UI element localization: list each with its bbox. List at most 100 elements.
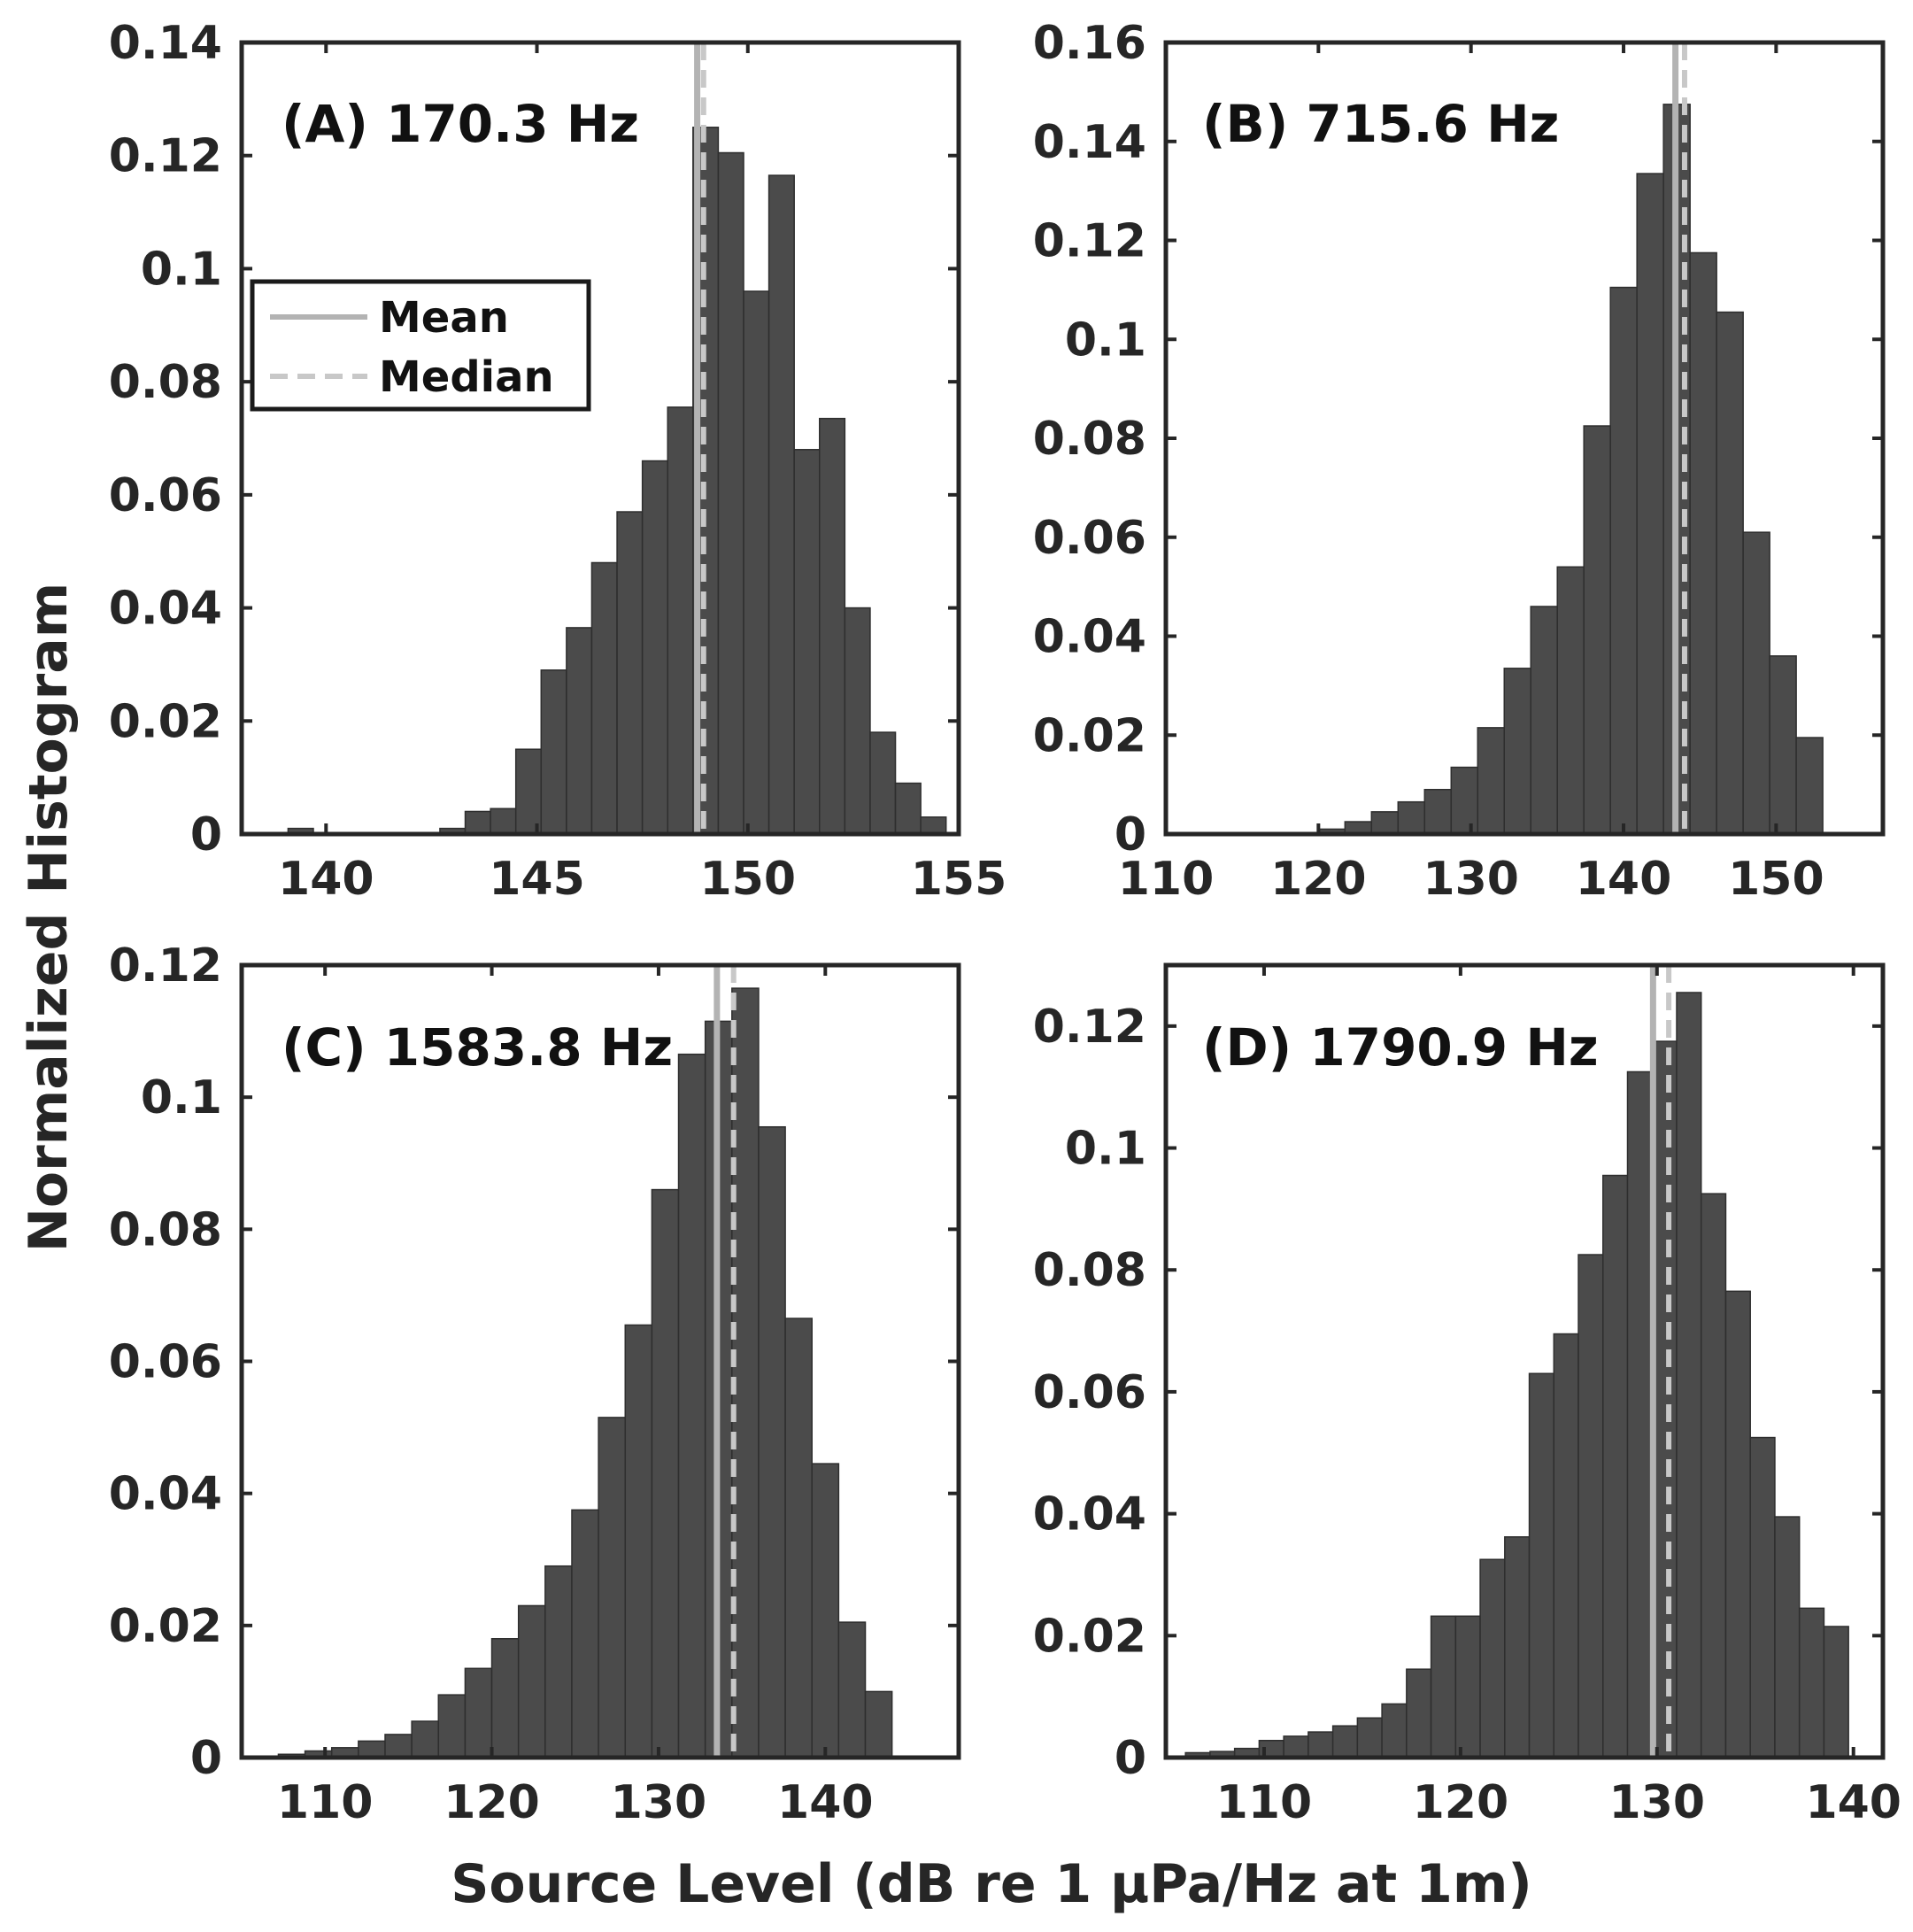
panel-b-bar (1583, 425, 1611, 835)
panel-a-axes-frame (239, 40, 961, 837)
panel-b-bar (1477, 727, 1506, 835)
panel-c-x-tick-label: 130 (611, 1776, 707, 1829)
panel-a-bar (920, 816, 947, 835)
panel-d-bar (1749, 1436, 1776, 1758)
panel-b-y-tick-label: 0.04 (1033, 611, 1146, 664)
panel-a-title: (A) 170.3 Hz (282, 94, 639, 154)
panel-b-bar (1689, 251, 1717, 835)
panel-d-x-tick-label: 140 (1805, 1776, 1901, 1829)
panel-c-bar (517, 1604, 546, 1758)
panel-a-y-tick-label: 0.12 (109, 130, 222, 183)
panel-c-x-ticks: 110 120 130 140 (277, 965, 874, 1829)
panel-a-bar (869, 731, 897, 835)
panel-b-y-tick-label: 0.06 (1033, 512, 1146, 565)
panel-d-bar (1356, 1717, 1383, 1758)
panel-a-bar (616, 511, 644, 835)
panel-d-bar (1331, 1725, 1359, 1758)
panel-b-bar (1503, 668, 1531, 835)
panel-b-y-tick-label: 0.14 (1033, 116, 1146, 169)
legend-mean-label: Mean (379, 293, 509, 343)
panel-d-y-tick-label: 0.08 (1033, 1244, 1146, 1297)
panel-d-bar (1602, 1174, 1629, 1758)
panel-d: 110 120 130 140 0 0.02 0.04 0.06 0.08 0.1 0.12 (D… (1033, 962, 1901, 1829)
panel-c-x-tick-label: 120 (444, 1776, 540, 1829)
panel-c-title: (C) 1583.8 Hz (282, 1017, 673, 1078)
panel-d-bar (1553, 1333, 1579, 1758)
panel-c-bar (464, 1667, 493, 1758)
panel-d-bar (1676, 992, 1702, 1758)
panel-c-bar (490, 1638, 520, 1758)
panel-c-y-ticks: 0 0.02 0.04 0.06 0.08 0.1 0.12 (109, 939, 959, 1785)
panel-c-y-tick-label: 0.02 (109, 1600, 222, 1653)
panel-c: 110 120 130 140 0 0.02 0.04 0.06 0.08 0.1 0.12 (C… (109, 939, 961, 1829)
legend-box (250, 279, 591, 412)
panel-b-stat-lines (1672, 43, 1687, 834)
panel-c-bar (571, 1509, 599, 1758)
panel-a-y-tick-label: 0.14 (109, 17, 222, 70)
panel-d-x-tick-label: 110 (1216, 1776, 1313, 1829)
panel-c-y-tick-label: 0.12 (109, 939, 222, 993)
panel-b-bar (1370, 811, 1400, 835)
panel-d-bar (1823, 1626, 1849, 1758)
panel-a-y-tick-label: 0.08 (109, 356, 222, 409)
panel-d-bar (1283, 1735, 1309, 1758)
panel-a-bars (287, 127, 947, 835)
panel-a-y-tick-label: 0 (190, 808, 222, 862)
panel-c-y-tick-label: 0 (190, 1732, 222, 1785)
panel-b-bar (1609, 286, 1638, 835)
panel-c-bar (677, 1053, 706, 1758)
panel-d-bar (1528, 1372, 1555, 1758)
panel-d-stat-lines (1649, 965, 1672, 1758)
panel-b: 110 120 130 140 150 0 0.02 0.04 0.06 0.08 0.1 0.12… (1033, 17, 1886, 906)
panel-d-bar (1724, 1290, 1751, 1758)
panel-a-y-tick-label: 0.1 (141, 243, 222, 296)
panel-a-bar (743, 290, 770, 835)
panel-b-y-tick-label: 0.12 (1033, 215, 1146, 268)
panel-c-bar (864, 1690, 893, 1758)
panel-a-bar (844, 607, 871, 835)
panel-b-bar (1450, 766, 1479, 835)
panel-a-bar (717, 151, 744, 835)
panel-c-bar (624, 1324, 653, 1758)
panel-c-x-tick-label: 110 (277, 1776, 374, 1829)
panel-a-bar (540, 669, 567, 835)
panel-d-bar (1626, 1070, 1654, 1758)
panel-a-y-tick-label: 0.04 (109, 583, 222, 636)
panel-d-bar (1454, 1615, 1481, 1758)
panel-d-y-tick-label: 0.02 (1033, 1610, 1146, 1663)
panel-d-bar (1381, 1703, 1408, 1758)
panel-b-bars (1317, 104, 1824, 835)
panel-c-bar (411, 1720, 440, 1758)
panel-b-bar (1397, 800, 1426, 835)
panel-a-bar (894, 782, 922, 835)
panel-b-y-ticks: 0 0.02 0.04 0.06 0.08 0.1 0.12 0.14 0.16 (1033, 17, 1883, 862)
panel-c-bar (384, 1734, 413, 1758)
panel-a-bar (793, 449, 821, 835)
panel-a-x-tick-label: 145 (489, 853, 585, 906)
panel-c-y-tick-label: 0.08 (109, 1203, 222, 1256)
panel-b-y-tick-label: 0.02 (1033, 709, 1146, 762)
panel-d-x-tick-label: 120 (1413, 1776, 1509, 1829)
panel-c-y-tick-label: 0.1 (141, 1071, 222, 1124)
panel-d-y-tick-label: 0.1 (1065, 1123, 1146, 1176)
panel-d-x-ticks: 110 120 130 140 (1216, 965, 1901, 1829)
panel-d-bar (1430, 1615, 1457, 1758)
panel-a-bar (590, 561, 618, 835)
panel-d-title: (D) 1790.9 Hz (1202, 1017, 1599, 1078)
panel-a-x-tick-label: 150 (699, 853, 796, 906)
legend-median-label: Median (379, 352, 554, 402)
panel-c-stat-lines (714, 965, 737, 1758)
panel-d-bar (1406, 1668, 1432, 1758)
panel-c-bar (784, 1318, 813, 1758)
panel-b-y-tick-label: 0.16 (1033, 17, 1146, 70)
panel-c-bar (544, 1565, 573, 1758)
panel-b-x-tick-label: 150 (1728, 853, 1824, 906)
panel-c-bar (598, 1417, 627, 1758)
panel-d-bars (1184, 992, 1849, 1758)
panel-a-bar (819, 417, 846, 835)
panel-a-x-tick-label: 140 (278, 853, 374, 906)
panel-b-x-ticks: 110 120 130 140 150 (1118, 43, 1824, 906)
panel-c-bar (758, 1125, 786, 1758)
y-axis-label: Normalized Histogram (18, 583, 80, 1253)
panel-b-y-tick-label: 0.08 (1033, 413, 1146, 466)
